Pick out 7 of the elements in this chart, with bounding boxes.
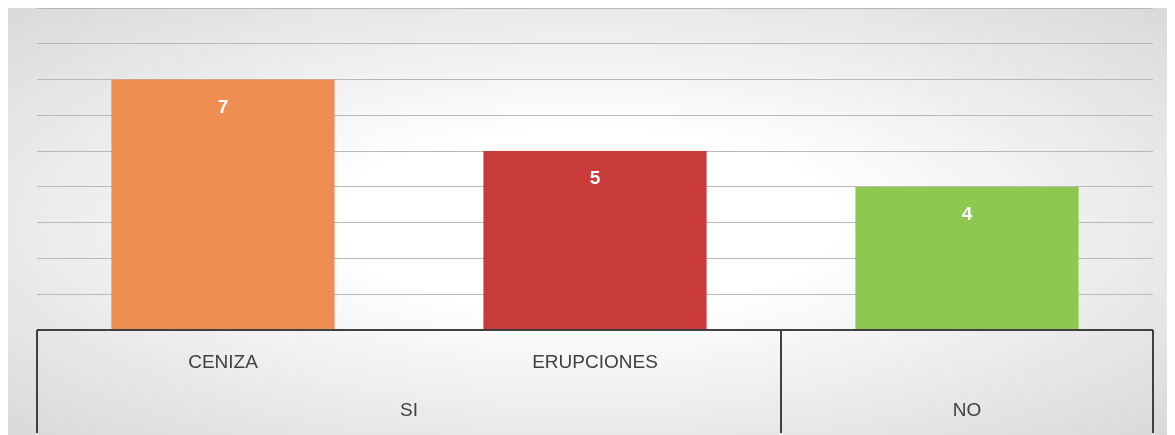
text: NO [952,399,982,421]
data-label: 5 [589,167,601,189]
data-label: 7 [217,95,229,117]
text: SI [400,399,418,421]
data-label: 4 [961,203,973,225]
x-tick-label: CENIZA [188,351,259,373]
x-tick-label: ERUPCIONES [532,351,658,373]
